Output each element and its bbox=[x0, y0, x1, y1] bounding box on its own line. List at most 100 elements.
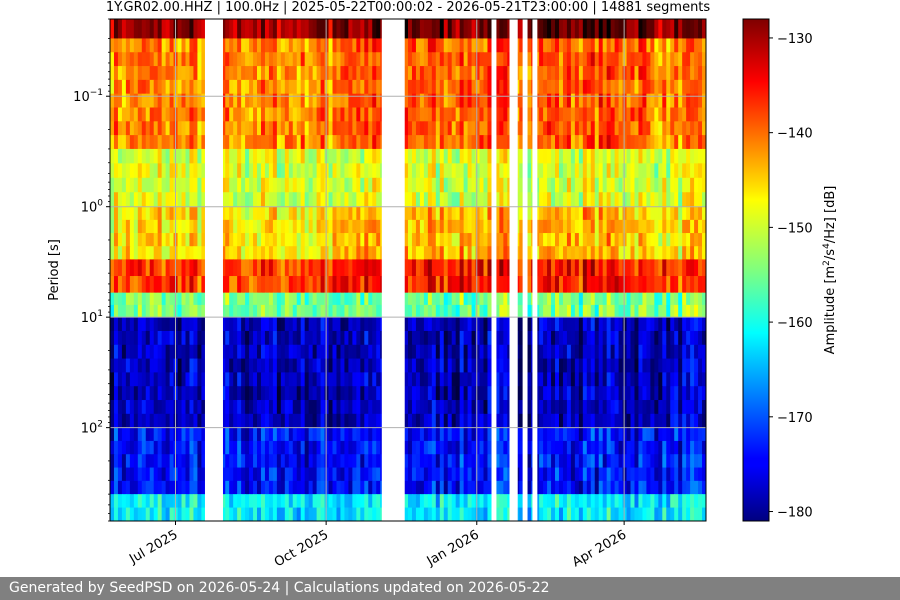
spectrogram-cell bbox=[551, 52, 556, 67]
spectrogram-cell bbox=[241, 66, 246, 81]
spectrogram-cell bbox=[296, 358, 302, 373]
spectrogram-cell bbox=[229, 38, 234, 53]
spectrogram-cell bbox=[165, 386, 171, 401]
spectrogram-cell bbox=[570, 344, 576, 360]
spectrogram-cell bbox=[702, 467, 706, 482]
spectrogram-cell bbox=[364, 192, 369, 208]
spectrogram-cell bbox=[272, 79, 278, 95]
spectrogram-cell bbox=[551, 107, 556, 122]
spectrogram-cell bbox=[467, 148, 473, 164]
spectrogram-cell bbox=[229, 219, 234, 234]
spectrogram-cell bbox=[622, 233, 628, 247]
spectrogram-cell bbox=[324, 427, 330, 442]
spectrogram-cell bbox=[459, 427, 465, 442]
spectrogram-cell bbox=[320, 317, 326, 332]
spectrogram-cell bbox=[320, 467, 326, 482]
spectrogram-cell bbox=[551, 292, 556, 306]
spectrogram-cell bbox=[404, 121, 409, 136]
spectrogram-cell bbox=[471, 121, 477, 136]
spectrogram-cell bbox=[264, 304, 270, 318]
spectrogram-cell bbox=[221, 400, 226, 415]
spectrogram-cell bbox=[690, 344, 695, 360]
spectrogram-cell bbox=[547, 192, 552, 208]
spectrogram-cell bbox=[455, 413, 461, 429]
spectrogram-cell bbox=[296, 148, 302, 164]
spectrogram-cell bbox=[419, 330, 425, 346]
spectrogram-cell bbox=[408, 206, 413, 221]
spectrogram-cell bbox=[241, 163, 246, 179]
spectrogram-cell bbox=[364, 358, 369, 373]
spectrogram-cell bbox=[594, 400, 600, 415]
spectrogram-cell bbox=[570, 93, 576, 109]
spectrogram-cell bbox=[110, 246, 115, 260]
spectrogram-cell bbox=[646, 192, 651, 208]
spectrogram-cell bbox=[570, 358, 576, 373]
spectrogram-cell bbox=[487, 246, 493, 260]
spectrogram-cell bbox=[257, 66, 262, 81]
spectrogram-cell bbox=[435, 454, 441, 469]
spectrogram-cell bbox=[702, 38, 706, 53]
spectrogram-cell bbox=[264, 192, 270, 208]
spectrogram-cell bbox=[316, 135, 322, 150]
spectrogram-cell bbox=[451, 19, 457, 40]
spectrogram-cell bbox=[117, 148, 123, 164]
spectrogram-cell bbox=[547, 233, 552, 247]
spectrogram-cell bbox=[332, 413, 338, 429]
spectrogram-cell bbox=[566, 163, 572, 179]
spectrogram-cell bbox=[249, 480, 254, 495]
spectrogram-cell bbox=[121, 177, 127, 193]
spectrogram-cell bbox=[594, 304, 600, 318]
spectrogram-cell bbox=[189, 276, 195, 294]
spectrogram-cell bbox=[487, 427, 493, 442]
spectrogram-cell bbox=[161, 304, 167, 318]
spectrogram-cell bbox=[229, 386, 234, 401]
spectrogram-cell bbox=[674, 66, 679, 81]
spectrogram-cell bbox=[284, 454, 290, 469]
spectrogram-cell bbox=[185, 330, 191, 346]
spectrogram-cell bbox=[662, 66, 667, 81]
spectrogram-cell bbox=[157, 206, 163, 221]
spectrogram-cell bbox=[320, 330, 326, 346]
spectrogram-cell bbox=[233, 206, 238, 221]
spectrogram-cell bbox=[153, 79, 159, 95]
spectrogram-cell bbox=[316, 440, 322, 455]
spectrogram-cell bbox=[253, 480, 258, 495]
spectrogram-cell bbox=[638, 317, 644, 332]
spectrogram-cell bbox=[376, 386, 381, 401]
spectrogram-cell bbox=[272, 93, 278, 109]
spectrogram-cell bbox=[602, 467, 608, 482]
spectrogram-cell bbox=[284, 233, 290, 247]
spectrogram-cell bbox=[547, 467, 552, 482]
spectrogram-cell bbox=[332, 276, 338, 294]
spectrogram-cell bbox=[328, 135, 334, 150]
spectrogram-cell bbox=[447, 454, 453, 469]
spectrogram-cell bbox=[360, 206, 365, 221]
spectrogram-cell bbox=[455, 358, 461, 373]
spectrogram-cell bbox=[288, 400, 294, 415]
spectrogram-cell bbox=[320, 304, 326, 318]
spectrogram-cell bbox=[304, 192, 310, 208]
spectrogram-cell bbox=[622, 177, 628, 193]
spectrogram-cell bbox=[197, 372, 202, 387]
spectrogram-cell bbox=[519, 206, 524, 221]
spectrogram-cell bbox=[411, 52, 417, 67]
spectrogram-cell bbox=[431, 304, 437, 318]
spectrogram-cell bbox=[539, 233, 544, 247]
spectrogram-cell bbox=[594, 192, 600, 208]
spectrogram-cell bbox=[582, 148, 588, 164]
spectrogram-cell bbox=[646, 344, 651, 360]
spectrogram-cell bbox=[674, 177, 679, 193]
spectrogram-cell bbox=[479, 400, 485, 415]
spectrogram-cell bbox=[193, 427, 199, 442]
spectrogram-cell bbox=[185, 480, 191, 495]
spectrogram-cell bbox=[296, 135, 302, 150]
spectrogram-cell bbox=[686, 330, 691, 346]
spectrogram-cell bbox=[574, 400, 580, 415]
spectrogram-cell bbox=[566, 467, 572, 482]
spectrogram-cell bbox=[133, 233, 139, 247]
spectrogram-cell bbox=[336, 413, 342, 429]
spectrogram-cell bbox=[197, 121, 202, 136]
spectrogram-cell bbox=[340, 276, 346, 294]
spectrogram-cell bbox=[499, 454, 504, 469]
spectrogram-cell bbox=[296, 454, 302, 469]
